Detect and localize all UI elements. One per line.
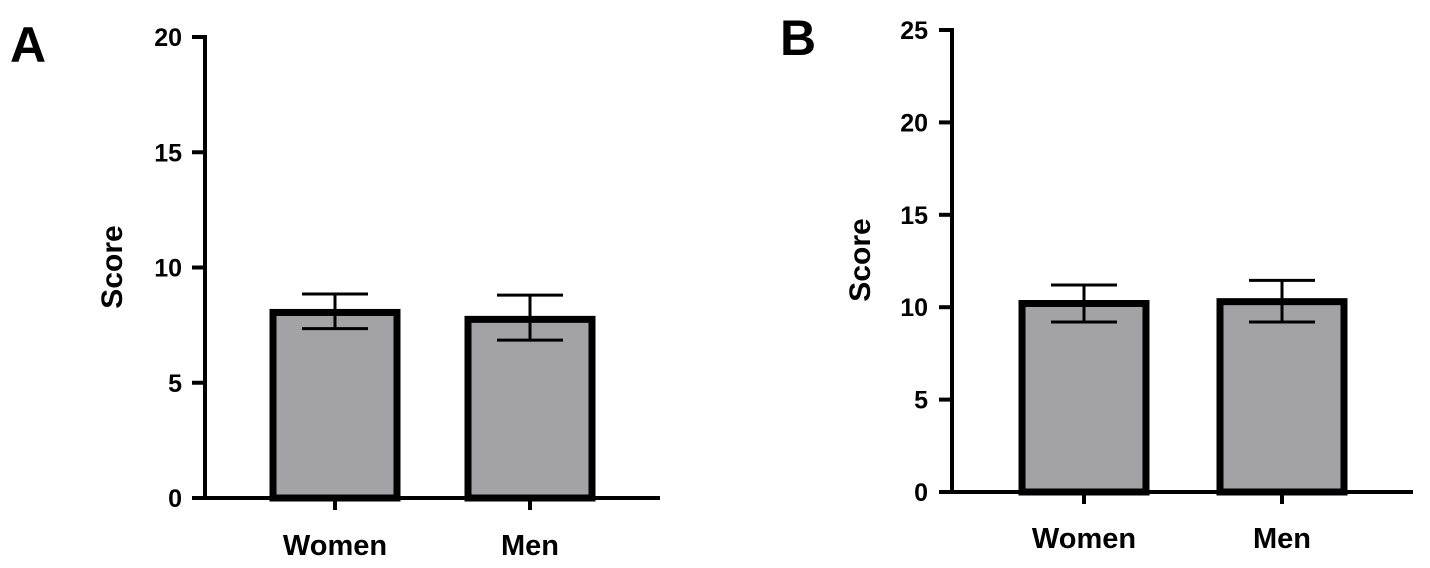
panel-b: B Score 0 5 10 15 20 25 Women Men	[780, 10, 1413, 555]
panel-b-bar-men	[1216, 298, 1348, 496]
panel-b-letter: B	[780, 10, 816, 66]
panel-a: A Score 0 5 10 15 20 Women Men	[10, 17, 660, 562]
panel-a-bar-men	[464, 315, 596, 502]
panel-b-y-axis-title: Score	[844, 218, 877, 301]
panel-a-y-axis-title: Score	[96, 225, 129, 308]
panel-a-y-tick-label: 15	[154, 139, 182, 167]
panel-a-x-tick-label-women: Women	[283, 530, 387, 562]
panel-a-y-tick-label: 20	[154, 24, 182, 52]
panel-b-y-tick-label: 25	[900, 17, 928, 45]
panel-a-y-tick-label: 10	[154, 255, 182, 283]
panel-a-error-bar-men	[497, 293, 563, 342]
panel-b-bar-women	[1018, 300, 1150, 496]
panel-a-y-tick-label: 0	[168, 485, 182, 513]
panel-a-x-tick-label-men: Men	[501, 530, 559, 562]
panel-a-bar-women	[269, 308, 401, 502]
panel-b-y-tick-label: 10	[900, 294, 928, 322]
panel-b-error-bar-men	[1249, 278, 1315, 324]
panel-a-error-bar-women	[302, 292, 368, 331]
panel-b-y-tick-label: 0	[914, 479, 928, 507]
panel-b-x-tick-label-women: Women	[1032, 523, 1136, 555]
panel-b-error-bar-women	[1051, 283, 1117, 324]
panel-b-y-tick-label: 5	[914, 387, 928, 415]
panel-a-y-tick-label: 5	[168, 370, 182, 398]
panel-b-x-tick-label-men: Men	[1253, 523, 1311, 555]
panel-b-y-tick-label: 20	[900, 109, 928, 137]
panel-a-letter: A	[10, 17, 46, 73]
panel-b-y-tick-label: 15	[900, 202, 928, 230]
